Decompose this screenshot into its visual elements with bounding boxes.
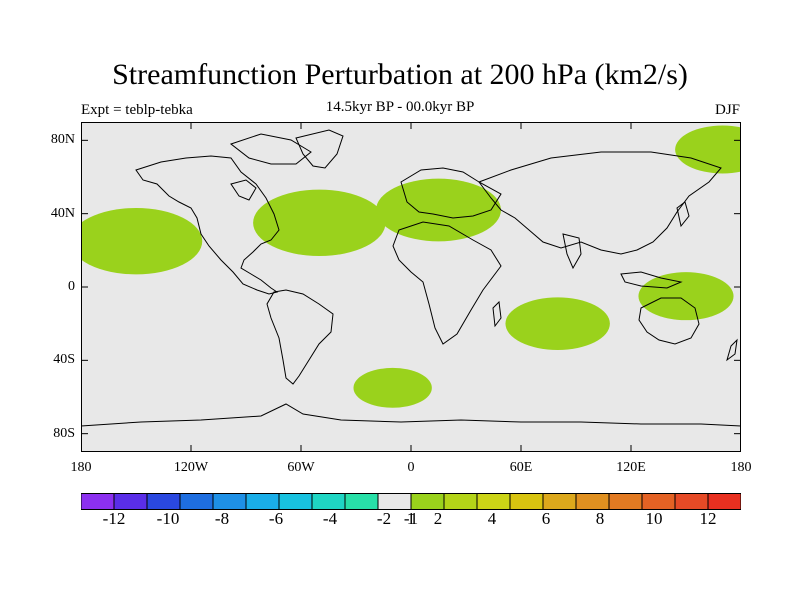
colorbar-tick-label: -12 bbox=[102, 509, 126, 528]
colorbar-tick-label: -1 bbox=[403, 509, 419, 528]
coast-hudson-bay bbox=[230, 179, 257, 201]
colorbar-tick-label: 6 bbox=[541, 509, 551, 528]
coastlines bbox=[81, 129, 741, 427]
contour-band bbox=[81, 207, 203, 275]
colorbar-tick-label: -8 bbox=[214, 509, 230, 528]
contour-band bbox=[675, 125, 741, 174]
colorbar bbox=[81, 493, 741, 510]
coast-indonesia bbox=[620, 271, 683, 289]
axis-ticks bbox=[81, 122, 741, 452]
pattern-center bbox=[675, 125, 741, 174]
colorbar-swatch bbox=[674, 493, 709, 510]
lat-tick-label: 0 bbox=[68, 279, 75, 294]
contour-band bbox=[253, 189, 386, 257]
coast-arctic-islands bbox=[229, 133, 312, 165]
colorbar-tick-label: -4 bbox=[322, 509, 338, 528]
colorbar-tick-label: -10 bbox=[156, 509, 180, 528]
pattern-center bbox=[552, 201, 674, 263]
colorbar-swatch bbox=[344, 493, 379, 510]
colorbar-tick-label: 2 bbox=[433, 509, 443, 528]
contour-band bbox=[552, 201, 674, 263]
colorbar-swatch bbox=[575, 493, 610, 510]
pattern-center bbox=[81, 207, 203, 275]
colorbar-tick-label: -6 bbox=[268, 509, 284, 528]
chart-title: Streamfunction Perturbation at 200 hPa (… bbox=[112, 58, 688, 91]
experiment-label: Expt = teblp-tebka bbox=[81, 102, 193, 118]
colorbar-swatch bbox=[81, 493, 115, 510]
colorbar-swatch bbox=[410, 493, 445, 510]
chart-subtitle: 14.5kyr BP - 00.0kyr BP bbox=[325, 99, 475, 115]
map-svg bbox=[81, 122, 741, 452]
contour-band bbox=[353, 367, 432, 408]
pattern-center bbox=[671, 178, 741, 249]
colorbar-swatch bbox=[146, 493, 181, 510]
pattern-center bbox=[505, 297, 610, 350]
colorbar-swatch bbox=[278, 493, 313, 510]
colorbar-swatch bbox=[212, 493, 247, 510]
contour-band bbox=[505, 297, 610, 350]
colorbar-tick-label: 1 bbox=[406, 509, 416, 528]
lat-tick-label: 40N bbox=[50, 205, 75, 221]
contour-band bbox=[98, 292, 210, 348]
colorbar-swatch bbox=[113, 493, 148, 510]
pattern-center bbox=[253, 189, 386, 257]
lon-tick-label: 0 bbox=[407, 460, 415, 475]
lon-tick-label: 60E bbox=[509, 460, 533, 475]
colorbar-swatch bbox=[707, 493, 741, 510]
colorbar-swatch bbox=[476, 493, 511, 510]
pattern-center bbox=[353, 367, 432, 408]
coast-new-zealand bbox=[726, 338, 738, 362]
colorbar-swatch bbox=[311, 493, 346, 510]
lon-tick-label: 60W bbox=[287, 460, 315, 475]
lon-tick-label: 180 bbox=[70, 460, 92, 475]
colorbar-swatch bbox=[179, 493, 214, 510]
coast-asia bbox=[478, 151, 722, 255]
streamfunction-field bbox=[81, 122, 741, 452]
contour-band bbox=[376, 178, 501, 242]
coast-north-america bbox=[135, 155, 280, 295]
coast-south-america bbox=[266, 289, 334, 385]
colorbar-tick-label: 8 bbox=[595, 509, 605, 528]
colorbar-svg bbox=[81, 493, 741, 510]
colorbar-swatch bbox=[443, 493, 478, 510]
colorbar-tick-label: -2 bbox=[376, 509, 392, 528]
pattern-center bbox=[376, 178, 501, 242]
lon-tick-label: 120E bbox=[616, 460, 646, 475]
colorbar-tick-label: 10 bbox=[645, 509, 663, 528]
lat-tick-label: 80S bbox=[53, 425, 75, 441]
season-label: DJF bbox=[714, 102, 740, 118]
coast-australia bbox=[638, 297, 700, 345]
lat-tick-label: 80N bbox=[50, 132, 75, 148]
lat-tick-label: 40S bbox=[53, 352, 75, 368]
pattern-center bbox=[98, 292, 210, 348]
colorbar-swatch bbox=[377, 493, 412, 510]
pattern-center bbox=[326, 122, 422, 165]
coast-europe bbox=[400, 167, 502, 219]
contour-band bbox=[638, 272, 734, 321]
coast-madagascar bbox=[492, 300, 502, 328]
lon-tick-label: 120W bbox=[173, 460, 209, 475]
map-panel bbox=[81, 122, 741, 452]
coast-africa bbox=[392, 221, 502, 345]
contour-band bbox=[96, 377, 176, 417]
colorbar-swatch bbox=[509, 493, 544, 510]
coast-antarctica bbox=[81, 403, 741, 427]
colorbar-swatch bbox=[608, 493, 643, 510]
coast-india bbox=[562, 233, 582, 270]
pattern-center bbox=[638, 272, 734, 321]
colorbar-tick-label: 4 bbox=[487, 509, 497, 528]
lon-tick-label: 180 bbox=[730, 460, 752, 475]
pattern-center bbox=[96, 377, 176, 417]
colorbar-swatch bbox=[641, 493, 676, 510]
coast-japan bbox=[676, 201, 690, 228]
coast-greenland bbox=[295, 129, 344, 169]
colorbar-swatch bbox=[542, 493, 577, 510]
colorbar-swatch bbox=[245, 493, 280, 510]
contour-band bbox=[326, 122, 422, 165]
colorbar-tick-label: 12 bbox=[699, 509, 717, 528]
